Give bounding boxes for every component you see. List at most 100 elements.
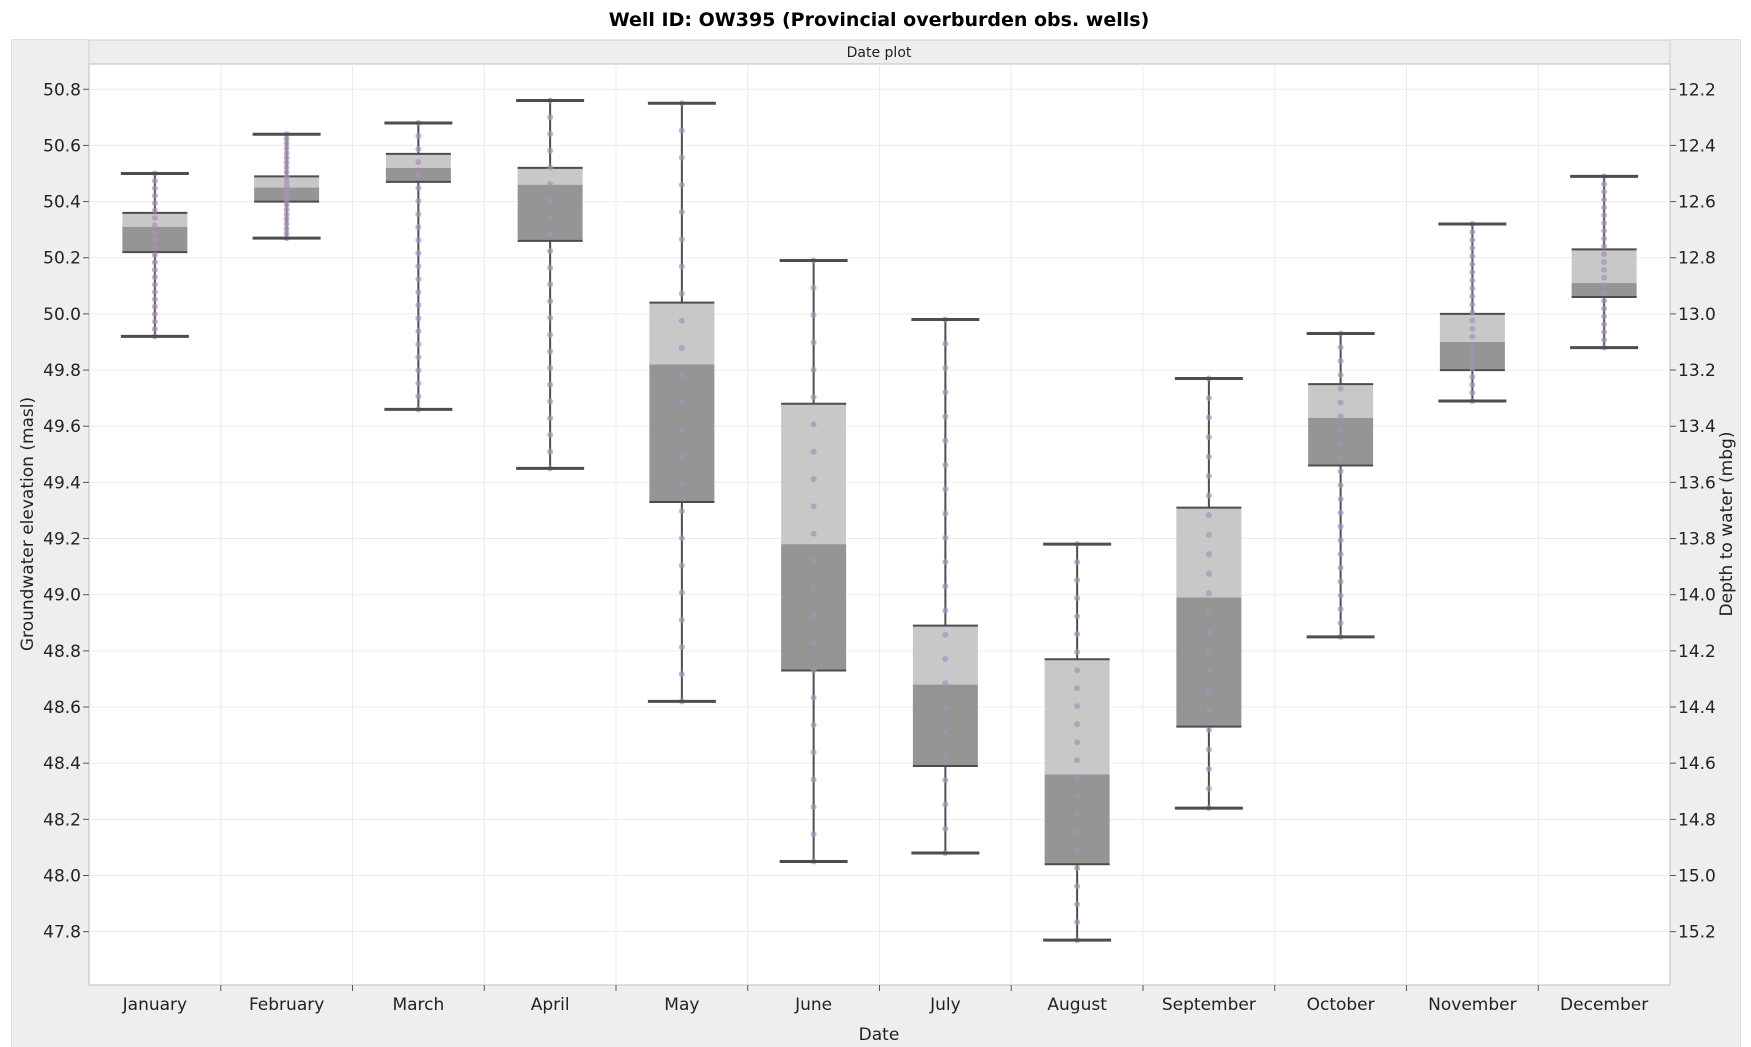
- observation-point: [1074, 775, 1081, 782]
- observation-point: [678, 426, 685, 433]
- observation-point: [283, 178, 290, 185]
- observation-point: [810, 803, 817, 810]
- observation-point: [151, 296, 158, 303]
- observation-point: [1205, 668, 1212, 675]
- observation-point: [678, 154, 685, 161]
- observation-point: [1601, 227, 1608, 234]
- observation-point: [547, 431, 554, 438]
- observation-point: [151, 251, 158, 258]
- observation-point: [942, 365, 949, 372]
- right-y-axis: 15.2 15.0 14.8 14.6 14.4 14.2 14.0 13.8 13.6 13.4…: [1670, 80, 1716, 943]
- observation-point: [1469, 237, 1476, 244]
- box-lower: [781, 544, 847, 671]
- observation-point: [1074, 847, 1081, 854]
- observation-point: [1337, 440, 1344, 447]
- observation-point: [1469, 389, 1476, 396]
- observation-point: [678, 508, 685, 515]
- observation-point: [1601, 251, 1608, 258]
- observation-point: [1337, 495, 1344, 502]
- observation-point: [1205, 726, 1212, 733]
- observation-point: [547, 331, 554, 338]
- observation-point: [547, 214, 554, 221]
- observation-point: [678, 562, 685, 569]
- y-tick-label-right: 13.6: [1678, 473, 1716, 493]
- observation-point: [1205, 707, 1212, 714]
- observation-point: [283, 159, 290, 166]
- observation-point: [415, 185, 422, 192]
- box-lower: [1571, 283, 1637, 298]
- y-tick-label-right: 12.2: [1678, 80, 1716, 100]
- observation-point: [942, 437, 949, 444]
- observation-point: [283, 211, 290, 218]
- observation-point: [547, 197, 554, 204]
- observation-point: [415, 211, 422, 218]
- y-tick-label-left: 49.0: [43, 586, 81, 606]
- observation-point: [942, 534, 949, 541]
- observation-point: [1205, 492, 1212, 499]
- observation-point: [678, 236, 685, 243]
- box-april: [516, 97, 585, 472]
- x-tick-label: September: [1162, 995, 1256, 1015]
- observation-point: [1337, 413, 1344, 420]
- observation-point: [1469, 365, 1476, 372]
- observation-point: [810, 558, 817, 565]
- observation-point: [283, 173, 290, 180]
- y-tick-label-right: 13.0: [1678, 305, 1716, 325]
- observation-point: [1337, 358, 1344, 365]
- observation-point: [547, 348, 554, 355]
- observation-point: [415, 198, 422, 205]
- observation-point: [415, 276, 422, 283]
- observation-point: [1601, 181, 1608, 188]
- box-lower: [649, 364, 715, 503]
- observation-point: [810, 721, 817, 728]
- observation-point: [942, 389, 949, 396]
- observation-point: [1074, 649, 1081, 656]
- observation-point: [1205, 629, 1212, 636]
- observation-point: [1601, 243, 1608, 250]
- observation-point: [810, 667, 817, 674]
- box-lower: [912, 684, 978, 766]
- observation-point: [678, 181, 685, 188]
- x-tick-label: August: [1047, 995, 1107, 1015]
- right-strip: [1670, 40, 1740, 1047]
- y-tick-label-right: 12.8: [1678, 249, 1716, 269]
- observation-point: [1469, 309, 1476, 316]
- observation-point: [1601, 305, 1608, 312]
- observation-point: [1601, 266, 1608, 273]
- observation-point: [151, 207, 158, 214]
- observation-point: [810, 585, 817, 592]
- box-june: [779, 257, 848, 865]
- observation-point: [1469, 373, 1476, 380]
- observation-point: [810, 831, 817, 838]
- observation-point: [1205, 551, 1212, 558]
- observation-point: [1337, 564, 1344, 571]
- observation-point: [1205, 590, 1212, 597]
- y-tick-label-right: 15.2: [1678, 923, 1716, 943]
- observation-point: [151, 185, 158, 192]
- x-tick-label: April: [531, 995, 570, 1015]
- observation-point: [678, 127, 685, 134]
- observation-point: [1601, 290, 1608, 297]
- y-tick-label-left: 49.4: [43, 473, 81, 493]
- observation-point: [1205, 531, 1212, 538]
- observation-point: [678, 616, 685, 623]
- observation-point: [1337, 468, 1344, 475]
- observation-point: [1469, 245, 1476, 252]
- observation-point: [283, 230, 290, 237]
- observation-point: [1469, 349, 1476, 356]
- observation-point: [942, 728, 949, 735]
- observation-point: [283, 206, 290, 213]
- observation-point: [547, 164, 554, 171]
- observation-point: [1469, 253, 1476, 260]
- observation-point: [1601, 321, 1608, 328]
- y-axis-title-left: Groundwater elevation (masl): [18, 397, 38, 651]
- box-lower: [1176, 597, 1242, 727]
- observation-point: [1337, 454, 1344, 461]
- observation-point: [1205, 746, 1212, 753]
- observation-point: [1074, 829, 1081, 836]
- box-upper: [1044, 659, 1110, 775]
- observation-point: [810, 776, 817, 783]
- y-tick-label-left: 49.2: [43, 530, 81, 550]
- observation-point: [151, 229, 158, 236]
